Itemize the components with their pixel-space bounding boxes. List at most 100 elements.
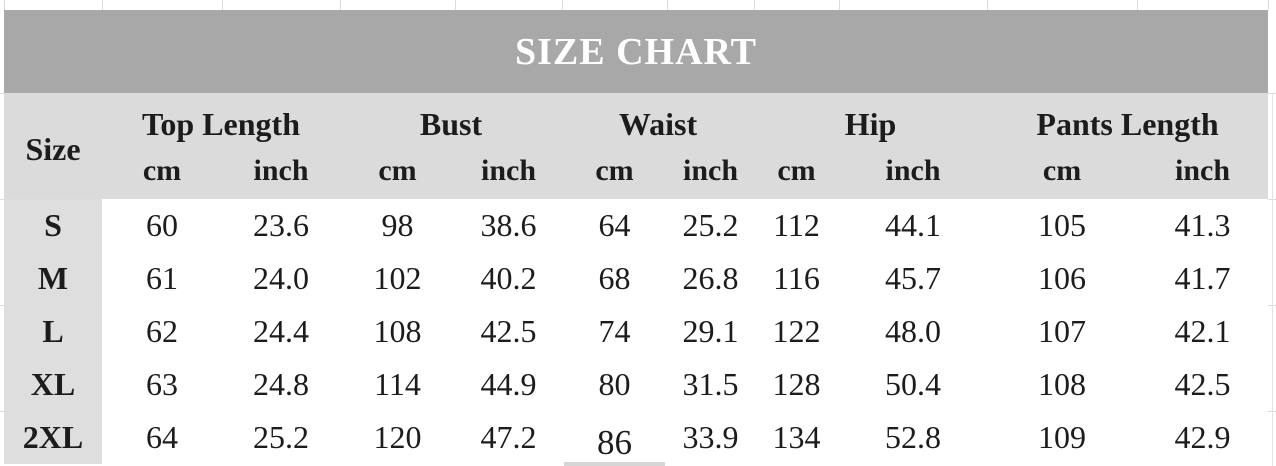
data-cell: 42.9 xyxy=(1137,411,1269,464)
data-cell: 41.3 xyxy=(1137,199,1269,252)
data-cell: 42.1 xyxy=(1137,305,1269,358)
data-cell: 80 xyxy=(562,358,667,411)
data-cell: 25.2 xyxy=(222,411,340,464)
column-header-size: Size xyxy=(4,93,102,199)
data-cell: 107 xyxy=(987,305,1138,358)
size-cell: L xyxy=(4,305,102,358)
data-cell: 112 xyxy=(754,199,840,252)
gridline-tick xyxy=(340,0,341,10)
data-cell: 24.0 xyxy=(222,252,340,305)
gridline-tick xyxy=(0,93,4,94)
gridline-tick xyxy=(754,0,755,10)
unit-header-inch: inch xyxy=(1137,149,1269,199)
gridline-tick xyxy=(102,0,103,10)
data-cell: 63 xyxy=(102,358,222,411)
data-cell: 40.2 xyxy=(455,252,562,305)
data-cell: 108 xyxy=(340,305,455,358)
gridline-tick xyxy=(1137,0,1138,10)
data-cell: 105 xyxy=(987,199,1138,252)
data-cell: 41.7 xyxy=(1137,252,1269,305)
gridline-tick xyxy=(667,0,668,10)
gridline-tick xyxy=(0,305,4,306)
table-row-xl: XL 63 24.8 114 44.9 80 31.5 128 50.4 108… xyxy=(4,358,1269,411)
data-cell: 29.1 xyxy=(667,305,755,358)
gridline-tick xyxy=(1268,0,1269,10)
data-cell: 116 xyxy=(754,252,840,305)
data-cell: 52.8 xyxy=(839,411,988,464)
unit-header-inch: inch xyxy=(222,149,340,199)
data-cell: 45.7 xyxy=(839,252,988,305)
data-cell: 98 xyxy=(340,199,455,252)
data-cell: 50.4 xyxy=(839,358,988,411)
gridline-tick xyxy=(4,0,5,10)
header-unit-row: cm inch cm inch cm inch cm inch cm inch xyxy=(4,149,1269,199)
data-cell: 108 xyxy=(987,358,1138,411)
data-cell-selected: 86 xyxy=(562,411,667,466)
size-cell: 2XL xyxy=(4,411,102,464)
data-cell: 120 xyxy=(340,411,455,464)
data-cell: 33.9 xyxy=(667,411,755,464)
gridline-tick xyxy=(0,411,4,412)
size-cell: M xyxy=(4,252,102,305)
column-header-waist: Waist xyxy=(562,93,755,149)
data-cell: 61 xyxy=(102,252,222,305)
data-cell: 74 xyxy=(562,305,667,358)
data-cell: 44.9 xyxy=(455,358,562,411)
size-cell: XL xyxy=(4,358,102,411)
data-cell: 114 xyxy=(340,358,455,411)
column-header-hip: Hip xyxy=(754,93,988,149)
data-cell: 106 xyxy=(987,252,1138,305)
data-cell: 24.8 xyxy=(222,358,340,411)
data-cell: 62 xyxy=(102,305,222,358)
selected-cell-value: 86 xyxy=(597,422,632,462)
data-cell: 24.4 xyxy=(222,305,340,358)
data-cell: 64 xyxy=(562,199,667,252)
data-cell: 102 xyxy=(340,252,455,305)
unit-header-cm: cm xyxy=(754,149,840,199)
data-cell: 47.2 xyxy=(455,411,562,464)
table-row-s: S 60 23.6 98 38.6 64 25.2 112 44.1 105 4… xyxy=(4,199,1269,252)
data-cell: 23.6 xyxy=(222,199,340,252)
data-cell: 64 xyxy=(102,411,222,464)
size-chart-sheet: SIZE CHART Size Top Length Bust Waist Hi… xyxy=(4,10,1269,466)
data-cell: 44.1 xyxy=(839,199,988,252)
gridline-tick xyxy=(839,0,840,10)
gridline-tick xyxy=(987,0,988,10)
size-chart-table: Size Top Length Bust Waist Hip Pants Len… xyxy=(4,93,1269,466)
data-cell: 60 xyxy=(102,199,222,252)
data-cell: 31.5 xyxy=(667,358,755,411)
data-cell: 48.0 xyxy=(839,305,988,358)
gridline-tick xyxy=(562,0,563,10)
gridline-right-edge xyxy=(1272,93,1273,466)
size-cell: S xyxy=(4,199,102,252)
size-chart-banner: SIZE CHART xyxy=(4,10,1268,93)
table-row-2xl: 2XL 64 25.2 120 47.2 86 33.9 134 52.8 10… xyxy=(4,411,1269,466)
gridline-tick xyxy=(0,199,4,200)
gridline-tick xyxy=(222,0,223,10)
unit-header-inch: inch xyxy=(455,149,562,199)
unit-header-cm: cm xyxy=(987,149,1138,199)
data-cell: 38.6 xyxy=(455,199,562,252)
gridline-tick xyxy=(455,0,456,10)
data-cell: 42.5 xyxy=(455,305,562,358)
data-cell: 25.2 xyxy=(667,199,755,252)
data-cell: 134 xyxy=(754,411,840,464)
data-cell: 128 xyxy=(754,358,840,411)
unit-header-cm: cm xyxy=(102,149,222,199)
data-cell: 109 xyxy=(987,411,1138,464)
page-title: SIZE CHART xyxy=(514,30,757,73)
table-row-m: M 61 24.0 102 40.2 68 26.8 116 45.7 106 … xyxy=(4,252,1269,305)
data-cell: 26.8 xyxy=(667,252,755,305)
data-cell: 68 xyxy=(562,252,667,305)
column-header-bust: Bust xyxy=(340,93,562,149)
data-cell: 42.5 xyxy=(1137,358,1269,411)
unit-header-inch: inch xyxy=(667,149,755,199)
table-row-l: L 62 24.4 108 42.5 74 29.1 122 48.0 107 … xyxy=(4,305,1269,358)
unit-header-cm: cm xyxy=(562,149,667,199)
column-header-top-length: Top Length xyxy=(102,93,340,149)
column-header-pants-length: Pants Length xyxy=(987,93,1269,149)
unit-header-cm: cm xyxy=(340,149,455,199)
header-group-row: Size Top Length Bust Waist Hip Pants Len… xyxy=(4,93,1269,199)
unit-header-inch: inch xyxy=(839,149,988,199)
